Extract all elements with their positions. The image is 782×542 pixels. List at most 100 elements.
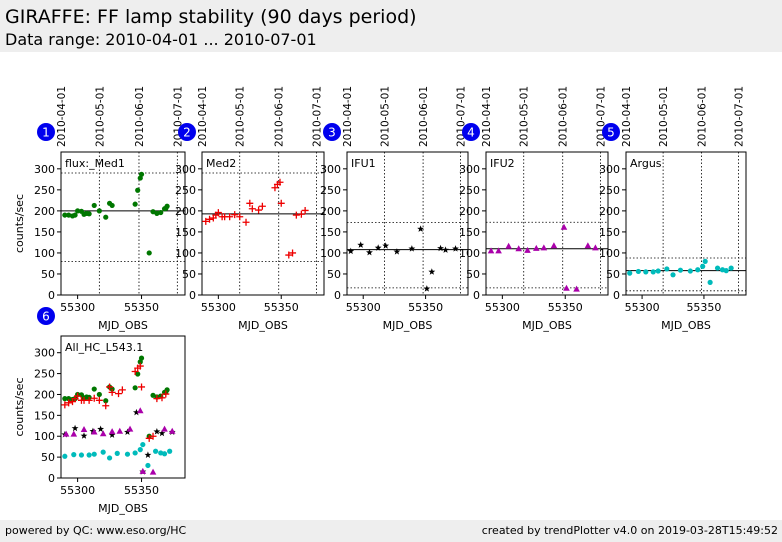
y-tick-label: 150 — [459, 226, 480, 239]
data-point — [226, 213, 234, 221]
x-tick-label: 55350 — [264, 301, 299, 314]
data-point — [242, 218, 250, 226]
data-point — [140, 441, 146, 448]
data-point — [91, 451, 97, 457]
data-point — [135, 371, 141, 377]
y-tick-label: 250 — [459, 184, 480, 197]
panel-number: 6 — [42, 310, 50, 324]
footer-credit: powered by QC: www.eso.org/HC — [5, 524, 187, 537]
panel-number-badge — [323, 123, 341, 141]
data-point — [285, 251, 293, 259]
data-point — [643, 269, 649, 275]
data-point — [138, 383, 146, 391]
panel-label: flux:_Med1 — [65, 157, 125, 170]
data-point — [149, 468, 157, 475]
data-point — [255, 206, 263, 214]
panel-number: 1 — [42, 126, 50, 140]
footer-created: created by trendPlotter v4.0 on 2019-03-… — [481, 524, 778, 537]
y-tick-label: 250 — [34, 184, 55, 197]
panel-label: All_HC_L543.1 — [65, 341, 143, 354]
footer-bar: powered by QC: www.eso.org/HC created by… — [0, 520, 782, 542]
y-tick-label: 250 — [599, 184, 620, 197]
y-tick-label: 200 — [34, 388, 55, 401]
data-point — [132, 201, 138, 207]
date-tick-label: 2010-05-01 — [519, 86, 531, 147]
data-point — [301, 206, 309, 214]
data-point — [116, 427, 124, 434]
y-axis-label: counts/sec — [13, 377, 26, 436]
x-axis-label: MJD_OBS — [522, 319, 572, 332]
y-tick-label: 200 — [599, 205, 620, 218]
y-tick-label: 250 — [320, 184, 341, 197]
data-point — [393, 248, 401, 255]
data-point — [161, 451, 168, 457]
data-point — [289, 249, 297, 257]
x-tick-label: 55300 — [201, 301, 236, 314]
y-tick-label: 200 — [459, 205, 480, 218]
data-point — [164, 203, 170, 209]
data-point — [573, 285, 580, 292]
panel-number: 4 — [467, 126, 475, 140]
data-point — [70, 430, 78, 437]
data-points — [487, 223, 599, 292]
x-tick-label: 55300 — [60, 301, 95, 314]
data-point — [90, 428, 98, 435]
y-tick-label: 100 — [34, 430, 55, 443]
y-tick-label: 0 — [334, 289, 341, 302]
data-point — [62, 396, 68, 402]
y-tick-label: 300 — [175, 163, 196, 176]
data-point — [442, 246, 449, 253]
data-point — [97, 425, 105, 433]
y-tick-label: 250 — [34, 368, 55, 381]
data-point — [62, 212, 68, 218]
data-point — [91, 386, 97, 392]
data-point — [71, 452, 77, 458]
data-point — [563, 284, 570, 291]
y-tick-label: 100 — [320, 247, 341, 260]
data-point — [515, 245, 523, 252]
date-tick-label: 2010-05-01 — [94, 86, 106, 147]
data-point — [139, 467, 147, 474]
data-point — [78, 452, 85, 458]
data-point — [248, 205, 256, 213]
data-point — [90, 394, 98, 402]
date-tick-label: 2010-06-01 — [558, 86, 570, 147]
x-tick-label: 55300 — [625, 301, 660, 314]
y-tick-label: 0 — [613, 289, 620, 302]
data-point — [102, 402, 110, 410]
y-tick-label: 0 — [189, 289, 196, 302]
data-point — [72, 212, 78, 218]
x-axis-label: MJD_OBS — [661, 319, 711, 332]
data-point — [533, 244, 540, 251]
data-point — [91, 202, 97, 209]
page-title: GIRAFFE: FF lamp stability (90 days peri… — [5, 6, 417, 28]
plot-frame — [60, 151, 186, 296]
data-point — [592, 244, 599, 251]
data-point — [428, 268, 436, 275]
y-tick-label: 300 — [34, 347, 55, 360]
panel-label: Argus — [630, 157, 662, 170]
data-point — [258, 202, 266, 210]
y-tick-label: 100 — [175, 247, 196, 260]
data-point — [99, 430, 107, 437]
x-axis-label: MJD_OBS — [98, 319, 148, 332]
data-point — [85, 396, 93, 404]
date-tick-label: 2010-05-01 — [658, 86, 670, 147]
date-tick-label: 2010-04-01 — [481, 86, 493, 147]
data-points — [202, 178, 309, 259]
y-tick-label: 150 — [320, 226, 341, 239]
data-point — [109, 202, 115, 209]
data-point — [106, 455, 113, 461]
x-tick-label: 55300 — [485, 301, 520, 314]
data-point — [452, 245, 459, 252]
y-tick-label: 0 — [48, 472, 55, 485]
date-tick-label: 2010-04-01 — [342, 86, 354, 147]
panel-number-badge — [37, 307, 55, 325]
data-point — [158, 209, 164, 216]
data-point — [136, 362, 144, 370]
panel-label: IFU1 — [351, 157, 376, 170]
chart-panel-3: 2010-04-01 2010-05-01 2010-06-01 2010-07-01… — [320, 86, 469, 332]
x-tick-label: 55350 — [548, 301, 583, 314]
header-bar: GIRAFFE: FF lamp stability (90 days peri… — [0, 0, 782, 52]
data-point — [108, 428, 116, 435]
